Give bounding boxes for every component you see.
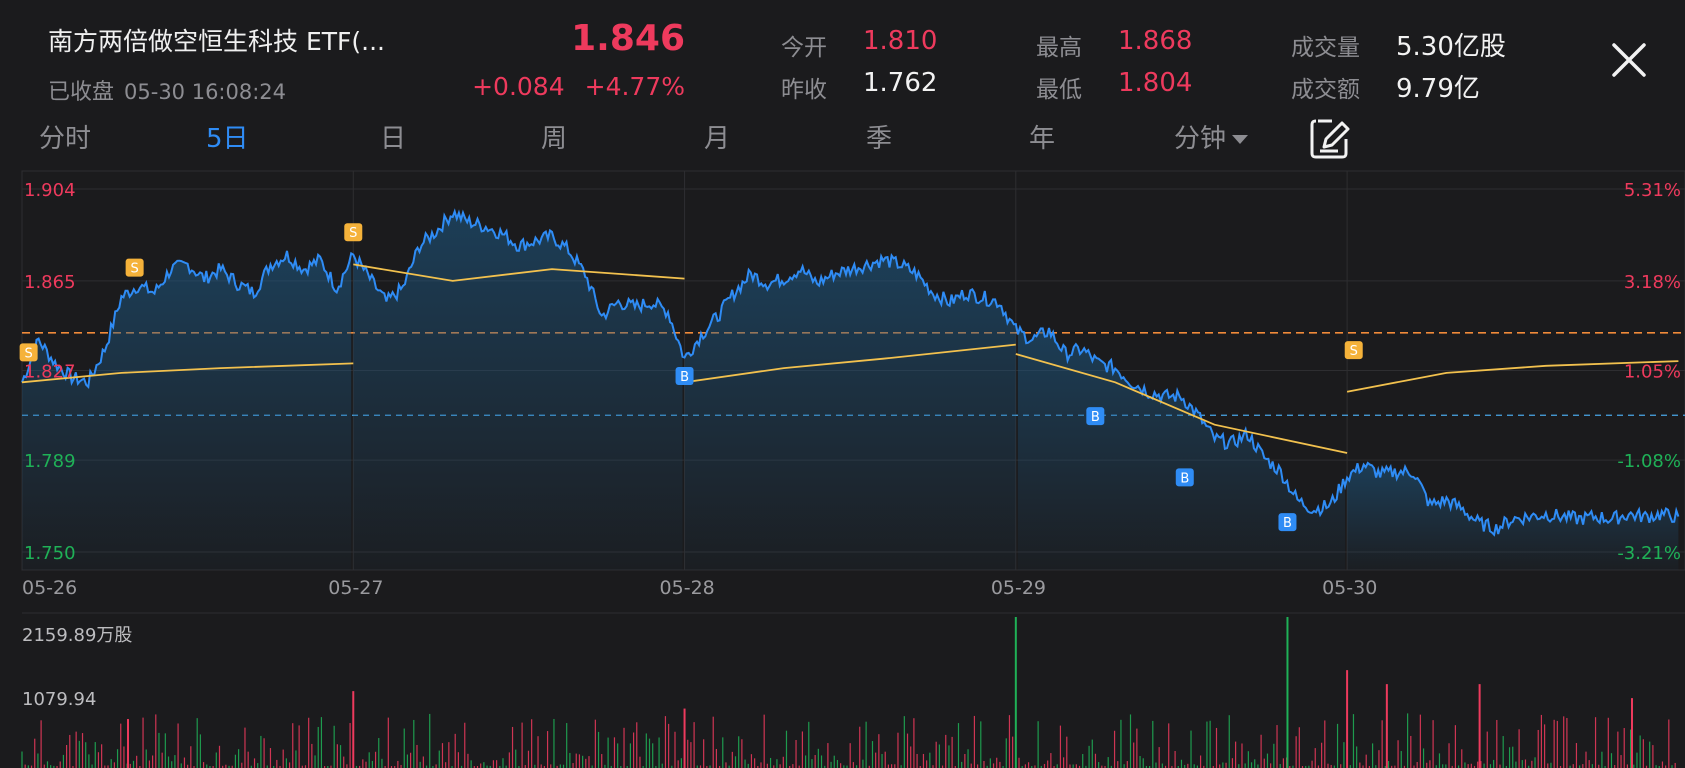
price-area <box>22 250 352 570</box>
x-tick-label: 05-26 <box>22 577 77 599</box>
change-percent: +4.77% <box>584 72 685 101</box>
stat-low-value: 1.804 <box>1118 68 1193 98</box>
tab-minute-dropdown[interactable]: 分钟 <box>1174 118 1249 155</box>
y-tick-percent: -1.08% <box>1617 451 1681 472</box>
x-tick-label: 05-27 <box>328 577 383 599</box>
y-tick-price: 1.789 <box>24 451 76 472</box>
price-area <box>353 211 683 570</box>
chevron-down-icon <box>1232 135 1249 144</box>
price-chart[interactable]: S S S B B B B S 1.904 5.31% 1.865 3.18% 1.827 1.05% 1.… <box>0 165 1685 768</box>
stat-turnover-value: 9.79亿 <box>1396 74 1480 104</box>
marker-label: B <box>1091 410 1100 425</box>
marker-label: S <box>349 226 357 241</box>
x-tick-label: 05-29 <box>991 577 1046 599</box>
price-line <box>21 208 1680 537</box>
marker-label: B <box>680 370 689 385</box>
stat-low-label: 最低 <box>1036 77 1082 103</box>
volume-mid-label: 1079.94 <box>22 689 96 710</box>
market-status: 已收盘 05-30 16:08:24 <box>48 74 286 106</box>
avg-price-line <box>21 362 354 384</box>
y-tick-percent: 3.18% <box>1624 272 1681 293</box>
stat-open-label: 今开 <box>781 35 827 61</box>
sell-marker <box>19 343 38 362</box>
price-area <box>684 255 1016 570</box>
price-area <box>1017 327 1346 570</box>
close-button[interactable] <box>1609 40 1649 80</box>
tab-month[interactable]: 月 <box>704 124 731 154</box>
sell-marker <box>1344 341 1363 360</box>
y-tick-percent: 5.31% <box>1624 180 1681 201</box>
change-value: +0.084 <box>472 72 565 101</box>
avg-price-line <box>1015 353 1348 454</box>
marker-label: B <box>1180 471 1189 486</box>
buy-marker <box>1086 407 1105 426</box>
tab-intraday[interactable]: 分时 <box>39 124 92 154</box>
status-label: 已收盘 <box>48 80 115 105</box>
marker-label: S <box>24 346 32 361</box>
buy-marker <box>1175 468 1194 487</box>
y-tick-price: 1.904 <box>24 180 76 201</box>
last-price: 1.846 <box>571 18 685 59</box>
price-area <box>1347 462 1679 570</box>
marker-label: S <box>1350 344 1358 359</box>
tab-week[interactable]: 周 <box>541 124 568 154</box>
x-tick-label: 05-30 <box>1322 577 1377 599</box>
stat-turnover-label: 成交额 <box>1291 77 1360 103</box>
price-change: +0.084 +4.77% <box>472 72 685 101</box>
marker-label: B <box>1283 516 1292 531</box>
y-tick-percent: -3.21% <box>1617 543 1681 564</box>
y-tick-price: 1.827 <box>24 362 76 383</box>
y-tick-price: 1.865 <box>24 272 76 293</box>
tab-5day[interactable]: 5日 <box>206 124 249 154</box>
sell-marker <box>125 258 144 277</box>
stat-prev-close-value: 1.762 <box>863 68 938 98</box>
draw-tool-button[interactable] <box>1306 115 1352 161</box>
marker-label: S <box>131 262 139 277</box>
stat-volume-value: 5.30亿股 <box>1396 32 1506 62</box>
tab-day[interactable]: 日 <box>380 124 407 154</box>
avg-price-line <box>1346 360 1679 393</box>
stat-high-label: 最高 <box>1036 35 1082 61</box>
close-icon <box>1612 43 1646 77</box>
period-tabs: 分时 5日 日 周 月 季 年 分钟 <box>0 112 1400 162</box>
avg-price-line <box>684 343 1016 384</box>
sell-marker <box>344 223 363 242</box>
avg-price-line <box>353 263 685 282</box>
edit-icon <box>1310 119 1350 159</box>
tab-minute-label: 分钟 <box>1174 124 1227 154</box>
stat-prev-close-label: 昨收 <box>781 77 827 103</box>
buy-marker <box>1278 513 1297 532</box>
y-tick-price: 1.750 <box>24 543 76 564</box>
tab-year[interactable]: 年 <box>1029 124 1056 154</box>
stat-high-value: 1.868 <box>1118 26 1193 56</box>
volume-max-label: 2159.89万股 <box>22 625 132 646</box>
timestamp: 05-30 16:08:24 <box>124 80 287 104</box>
security-title: 南方两倍做空恒生科技 ETF(... <box>48 27 385 56</box>
stat-volume-label: 成交量 <box>1291 35 1360 61</box>
y-tick-percent: 1.05% <box>1624 362 1681 383</box>
buy-marker <box>675 367 694 385</box>
tab-quarter[interactable]: 季 <box>866 124 893 154</box>
x-tick-label: 05-28 <box>660 577 715 599</box>
stat-open-value: 1.810 <box>863 26 938 56</box>
